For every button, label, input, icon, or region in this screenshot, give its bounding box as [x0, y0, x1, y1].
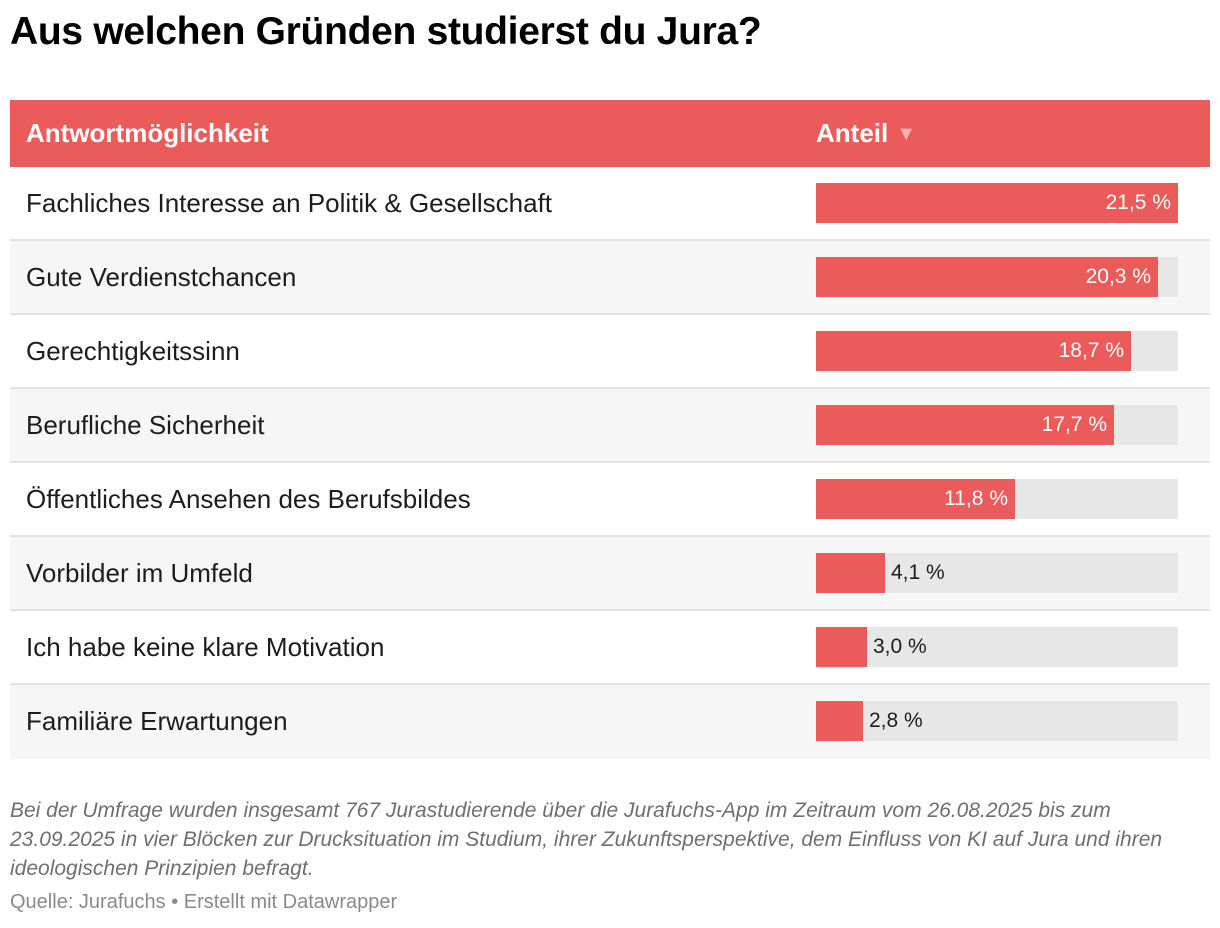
bar-value-label: 20,3 % — [1085, 265, 1151, 288]
bar-track: 21,5 % — [816, 183, 1178, 223]
bar-value-label: 3,0 % — [873, 635, 927, 658]
data-table: Antwortmöglichkeit Anteil ▼ Fachliches In… — [10, 100, 1210, 759]
bar-value-label: 21,5 % — [1105, 191, 1171, 214]
footnote: Bei der Umfrage wurden insgesamt 767 Jur… — [10, 799, 1163, 880]
bar — [816, 553, 885, 593]
table-row: Fachliches Interesse an Politik & Gesell… — [10, 167, 1210, 241]
table-row: Berufliche Sicherheit 17,7 % — [10, 389, 1210, 463]
table-row: Öffentliches Ansehen des Berufsbildes 11,… — [10, 463, 1210, 537]
source-line: Quelle: Jurafuchs • Erstellt mit Datawra… — [10, 891, 398, 913]
table-row: Gute Verdienstchancen 20,3 % — [10, 241, 1210, 315]
column-header-answer[interactable]: Antwortmöglichkeit — [26, 118, 269, 148]
bar-track: 20,3 % — [816, 257, 1178, 297]
row-label: Familiäre Erwartungen — [26, 706, 288, 736]
bar — [816, 405, 1114, 445]
column-header-share-label: Anteil — [816, 118, 889, 148]
row-label: Gute Verdienstchancen — [26, 262, 297, 292]
row-label: Vorbilder im Umfeld — [26, 558, 253, 588]
row-label: Fachliches Interesse an Politik & Gesell… — [26, 188, 553, 218]
table-body: Fachliches Interesse an Politik & Gesell… — [10, 167, 1210, 759]
row-label: Öffentliches Ansehen des Berufsbildes — [26, 484, 471, 514]
table-row: Gerechtigkeitssinn 18,7 % — [10, 315, 1210, 389]
sort-descending-icon[interactable]: ▼ — [896, 123, 917, 145]
chart-title: Aus welchen Gründen studierst du Jura? — [10, 10, 762, 53]
bar-track: 4,1 % — [816, 553, 1178, 593]
bar-value-label: 11,8 % — [944, 487, 1008, 510]
table-row: Ich habe keine klare Motivation 3,0 % — [10, 611, 1210, 685]
bar-value-label: 4,1 % — [891, 561, 945, 584]
bar-value-label: 18,7 % — [1058, 339, 1124, 362]
row-label: Berufliche Sicherheit — [26, 410, 265, 440]
bar-value-label: 17,7 % — [1041, 413, 1107, 436]
bar-track: 17,7 % — [816, 405, 1178, 445]
table-row: Vorbilder im Umfeld 4,1 % — [10, 537, 1210, 611]
row-label: Ich habe keine klare Motivation — [26, 632, 385, 662]
table-row: Familiäre Erwartungen 2,8 % — [10, 685, 1210, 759]
table-header: Antwortmöglichkeit Anteil ▼ — [10, 100, 1210, 167]
bar — [816, 627, 867, 667]
bar-track: 18,7 % — [816, 331, 1178, 371]
bar-track: 2,8 % — [816, 701, 1178, 741]
bar-value-label: 2,8 % — [869, 709, 923, 732]
bar — [816, 257, 1158, 297]
bar — [816, 479, 1015, 519]
column-header-share[interactable]: Anteil ▼ — [816, 100, 916, 167]
bar-track: 11,8 % — [816, 479, 1178, 519]
row-label: Gerechtigkeitssinn — [26, 336, 240, 366]
bar-track: 3,0 % — [816, 627, 1178, 667]
bar — [816, 331, 1131, 371]
bar — [816, 183, 1178, 223]
bar — [816, 701, 863, 741]
